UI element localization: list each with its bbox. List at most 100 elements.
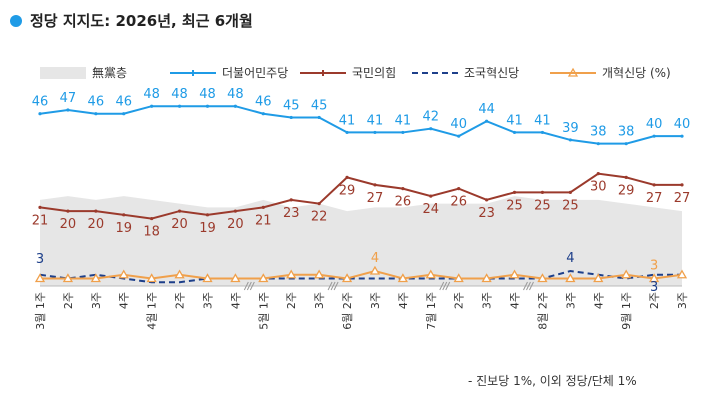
data-point <box>146 273 157 283</box>
data-point <box>122 213 126 217</box>
data-label: 26 <box>395 195 412 210</box>
data-label: 20 <box>227 217 244 232</box>
data-point <box>457 134 461 138</box>
axis-break-stroke <box>523 281 528 291</box>
x-tick-label: 9월 1주 <box>620 292 633 330</box>
data-point <box>66 108 70 112</box>
axis-break-stroke <box>327 281 333 291</box>
data-label: 48 <box>143 87 160 102</box>
data-point <box>345 130 349 135</box>
data-label: 21 <box>32 213 49 228</box>
data-label: 46 <box>115 95 132 110</box>
data-point <box>568 190 572 194</box>
data-point <box>485 119 489 123</box>
legend-label: 국민의힘 <box>352 66 396 80</box>
data-label: 27 <box>646 191 663 206</box>
data-label: 46 <box>255 95 272 110</box>
data-label: 38 <box>618 125 635 140</box>
data-label: 24 <box>423 202 440 217</box>
x-tick-label: 3주 <box>676 292 689 309</box>
data-label: 29 <box>339 183 356 198</box>
data-label: 23 <box>283 206 300 221</box>
axis-break-mark <box>439 281 451 291</box>
data-point <box>401 187 405 191</box>
data-label: 47 <box>60 91 77 106</box>
x-axis-labels: 3월 1주 2주 3주 4주 4월 1주 2주 3주 4주 5월 1주 2주 3주 6월 2주 3주 4주… <box>34 292 689 330</box>
data-point <box>62 273 74 283</box>
data-label: 20 <box>171 217 188 232</box>
axis-break-mark <box>243 281 255 291</box>
data-point <box>38 205 42 209</box>
data-label: 3 <box>36 252 44 267</box>
axis-break-stroke <box>243 281 249 291</box>
data-point <box>261 205 265 209</box>
series-2: 21 20 20 19 18 20 19 20 21 23 22 29 27 26 24 26 23 25 25 25… <box>32 172 691 240</box>
data-point <box>680 134 684 138</box>
x-tick-label: 3주 <box>313 292 326 309</box>
data-point <box>568 138 572 142</box>
x-tick-label: 2주 <box>285 292 298 309</box>
data-label: 38 <box>590 125 607 140</box>
axis-break-stroke <box>249 281 255 291</box>
data-label: 40 <box>674 117 691 132</box>
legend-item-4: 개혁신당 (%) <box>550 66 671 80</box>
data-label: 41 <box>367 113 384 128</box>
data-point <box>205 213 210 217</box>
data-label: 23 <box>478 206 495 221</box>
x-tick-label: 2주 <box>453 292 466 309</box>
data-label: 3 <box>650 259 658 274</box>
x-tick-label: 2주 <box>174 292 187 309</box>
data-point <box>676 269 688 279</box>
x-tick-label: 4주 <box>509 292 522 309</box>
data-point <box>593 273 604 283</box>
data-label: 22 <box>311 210 328 225</box>
data-point <box>38 112 42 116</box>
x-tick-label: 3주 <box>90 292 103 309</box>
data-point <box>314 269 325 279</box>
data-point <box>540 130 545 135</box>
legend-item-1: 더불어민주당 <box>170 66 288 80</box>
data-label: 27 <box>674 191 691 206</box>
data-point <box>230 273 241 283</box>
data-label: 4 <box>371 251 379 266</box>
series-4 <box>34 265 688 283</box>
x-tick-label: 3월 1주 <box>34 292 47 330</box>
data-point <box>317 115 321 120</box>
axis-break-stroke <box>439 281 445 291</box>
x-tick-label: 8월 2주 <box>536 292 549 330</box>
legend-label: 개혁신당 (%) <box>602 66 671 80</box>
data-point <box>596 172 600 176</box>
x-tick-label: 4주 <box>229 292 242 309</box>
data-point <box>289 198 293 202</box>
chart-title: 정당 지지도: 2026년, 최근 6개월 <box>30 12 253 30</box>
data-label: 44 <box>478 102 495 117</box>
data-label: 48 <box>171 87 188 102</box>
data-point <box>540 190 545 194</box>
data-point <box>258 273 269 283</box>
data-point <box>621 269 632 279</box>
series-line <box>39 105 682 145</box>
x-tick-label: 4주 <box>118 292 131 309</box>
data-point <box>425 269 436 279</box>
legend: 無黨층 더불어민주당 국민의힘 조국혁신당 개혁신당 (%) <box>40 65 671 80</box>
data-label: 27 <box>367 191 384 206</box>
data-point <box>174 269 185 279</box>
data-point <box>122 112 126 116</box>
x-tick-label: 6월 2주 <box>341 292 354 330</box>
data-point <box>401 130 405 135</box>
data-point <box>233 104 237 108</box>
data-label: 46 <box>32 95 49 110</box>
data-point <box>369 265 381 275</box>
x-tick-label: 4주 <box>397 292 410 309</box>
data-point <box>118 269 129 279</box>
data-label: 25 <box>562 198 579 213</box>
x-tick-label: 4월 1주 <box>146 292 159 330</box>
axis-break-mark <box>523 281 534 291</box>
data-point <box>233 209 237 213</box>
data-point <box>537 273 548 283</box>
data-label: 4 <box>566 251 574 266</box>
data-point <box>373 130 377 135</box>
data-point <box>512 190 517 194</box>
data-point <box>373 183 377 187</box>
